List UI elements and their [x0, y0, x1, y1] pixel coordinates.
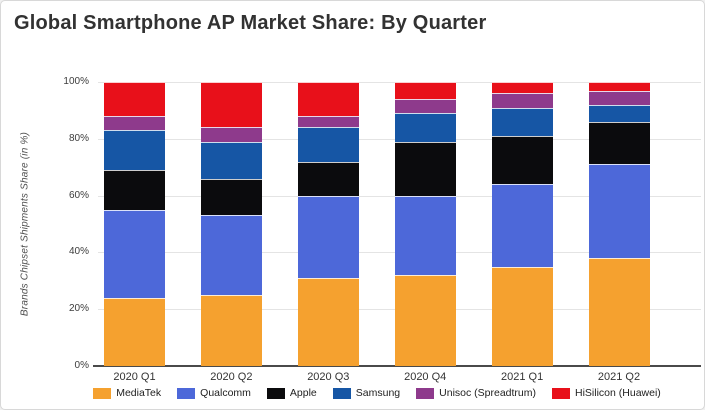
legend-item-hisilicon: HiSilicon (Huawei): [552, 387, 661, 399]
bar-2021-q2: [588, 82, 650, 366]
x-axis-label: 2020 Q3: [307, 371, 350, 383]
x-axis-label: 2020 Q1: [113, 371, 156, 383]
legend-swatch-icon: [93, 387, 112, 399]
legend-swatch-icon: [552, 387, 571, 399]
segment-mediatek: [200, 295, 262, 366]
segment-unisoc: [200, 127, 262, 142]
segment-qualcomm: [588, 164, 650, 259]
chart-title: Global Smartphone AP Market Share: By Qu…: [14, 12, 487, 34]
y-tick-label: 100%: [63, 76, 89, 87]
segment-mediatek: [394, 275, 456, 366]
segment-samsung: [394, 113, 456, 142]
legend-swatch-icon: [177, 387, 196, 399]
segment-samsung: [104, 130, 165, 171]
segment-apple: [104, 170, 165, 210]
segment-samsung: [297, 127, 359, 162]
x-axis-label: 2020 Q2: [210, 371, 253, 383]
legend-item-unisoc: Unisoc (Spreadtrum): [416, 387, 536, 399]
segment-apple: [491, 135, 553, 185]
segment-samsung: [491, 107, 553, 136]
segment-qualcomm: [394, 195, 456, 276]
segment-unisoc: [394, 99, 456, 114]
y-axis-title: Brands Chipset Shipments Share (in %): [19, 131, 31, 317]
y-tick-label: 0%: [74, 360, 89, 371]
segment-unisoc: [588, 90, 650, 105]
segment-hisilicon: [588, 82, 650, 91]
legend-label: MediaTek: [116, 387, 162, 399]
segment-mediatek: [104, 297, 165, 366]
plot-area: [93, 82, 701, 367]
segment-hisilicon: [104, 82, 165, 117]
bar-2020-q1: [104, 82, 165, 366]
segment-hisilicon: [297, 82, 359, 117]
segment-apple: [588, 121, 650, 165]
segment-qualcomm: [297, 195, 359, 278]
segment-samsung: [200, 141, 262, 179]
segment-qualcomm: [200, 215, 262, 295]
segment-samsung: [588, 104, 650, 122]
legend-item-apple: Apple: [266, 387, 317, 399]
segment-mediatek: [491, 266, 553, 366]
y-tick-label: 40%: [68, 246, 89, 258]
y-tick-label: 60%: [68, 189, 89, 201]
segment-mediatek: [297, 277, 359, 366]
x-axis-label: 2021 Q2: [597, 371, 641, 383]
segment-unisoc: [104, 116, 165, 131]
x-axis-label: 2020 Q4: [404, 371, 447, 383]
segment-hisilicon: [200, 82, 262, 128]
x-axis-line: [93, 365, 701, 367]
segment-apple: [297, 161, 359, 196]
legend-swatch-icon: [332, 387, 351, 399]
segment-apple: [200, 178, 262, 216]
legend: MediaTek Qualcomm Apple Samsung Unisoc (Spre…: [1, 387, 704, 399]
segment-unisoc: [297, 116, 359, 128]
bar-2021-q1: [491, 82, 553, 366]
bar-2020-q3: [297, 82, 359, 366]
bar-2020-q4: [394, 82, 456, 366]
legend-item-mediatek: MediaTek: [93, 387, 161, 399]
legend-label: Qualcomm: [200, 387, 251, 399]
legend-label: HiSilicon (Huawei): [575, 387, 661, 399]
legend-swatch-icon: [266, 387, 285, 399]
segment-qualcomm: [104, 209, 165, 298]
legend-label: Samsung: [355, 387, 401, 399]
segment-qualcomm: [491, 184, 553, 267]
segment-hisilicon: [394, 82, 456, 100]
segment-unisoc: [491, 93, 553, 108]
legend-swatch-icon: [416, 387, 435, 399]
bar-2020-q2: [200, 82, 262, 366]
y-tick-label: 20%: [68, 303, 89, 315]
legend-label: Apple: [289, 387, 317, 399]
y-tick-label: 80%: [68, 132, 89, 144]
segment-mediatek: [588, 258, 650, 366]
segment-apple: [394, 141, 456, 196]
legend-item-samsung: Samsung: [332, 387, 401, 399]
x-axis-label: 2021 Q1: [500, 371, 544, 383]
segment-hisilicon: [491, 82, 553, 94]
legend-item-qualcomm: Qualcomm: [177, 387, 251, 399]
legend-label: Unisoc (Spreadtrum): [439, 387, 537, 399]
